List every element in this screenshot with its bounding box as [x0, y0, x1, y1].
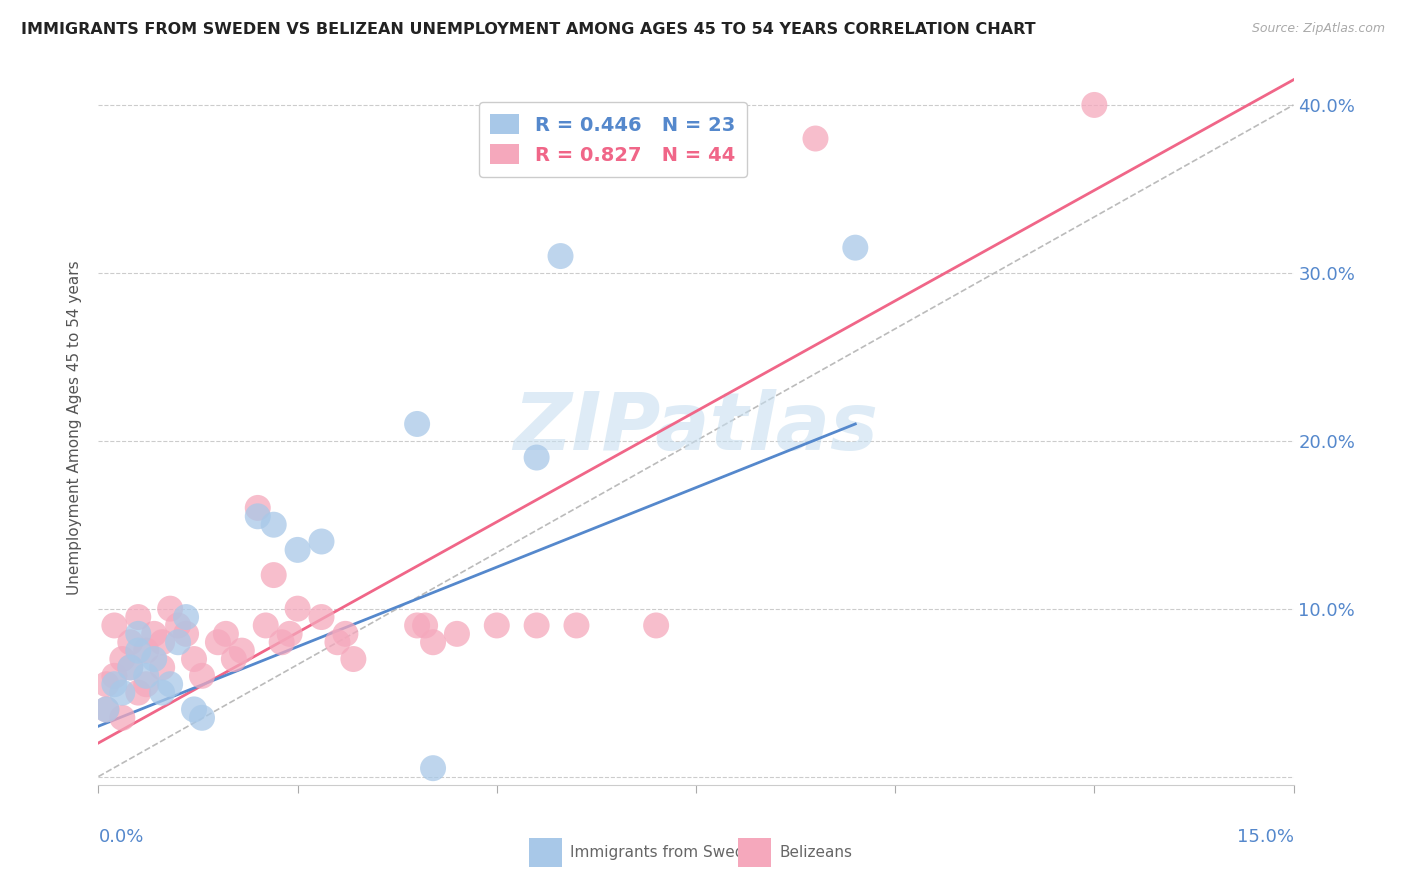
- Point: [844, 241, 866, 255]
- Point: [111, 652, 134, 666]
- Point: [311, 610, 333, 624]
- Point: [135, 669, 157, 683]
- Point: [103, 618, 125, 632]
- Point: [335, 627, 357, 641]
- Text: 0.0%: 0.0%: [98, 828, 143, 846]
- Point: [326, 635, 349, 649]
- Point: [96, 677, 118, 691]
- Point: [550, 249, 572, 263]
- Text: 15.0%: 15.0%: [1236, 828, 1294, 846]
- Point: [120, 660, 142, 674]
- Point: [150, 635, 173, 649]
- Point: [246, 509, 269, 524]
- Point: [342, 652, 364, 666]
- Point: [135, 643, 157, 657]
- Point: [1083, 98, 1105, 112]
- Point: [96, 702, 118, 716]
- Point: [167, 618, 190, 632]
- Y-axis label: Unemployment Among Ages 45 to 54 years: Unemployment Among Ages 45 to 54 years: [66, 260, 82, 596]
- Point: [413, 618, 436, 632]
- Point: [526, 450, 548, 465]
- Legend: R = 0.446   N = 23, R = 0.827   N = 44: R = 0.446 N = 23, R = 0.827 N = 44: [478, 103, 747, 177]
- Point: [143, 627, 166, 641]
- Point: [526, 618, 548, 632]
- FancyBboxPatch shape: [738, 838, 772, 867]
- Point: [406, 618, 429, 632]
- Point: [103, 669, 125, 683]
- Point: [174, 627, 197, 641]
- Point: [143, 652, 166, 666]
- Point: [645, 618, 668, 632]
- Point: [111, 685, 134, 699]
- Point: [485, 618, 508, 632]
- Point: [127, 685, 149, 699]
- Point: [127, 610, 149, 624]
- Text: IMMIGRANTS FROM SWEDEN VS BELIZEAN UNEMPLOYMENT AMONG AGES 45 TO 54 YEARS CORREL: IMMIGRANTS FROM SWEDEN VS BELIZEAN UNEMP…: [21, 22, 1036, 37]
- Point: [263, 568, 285, 582]
- Point: [422, 635, 444, 649]
- Point: [167, 635, 190, 649]
- Point: [127, 643, 149, 657]
- FancyBboxPatch shape: [529, 838, 562, 867]
- Point: [270, 635, 292, 649]
- Point: [159, 677, 181, 691]
- Point: [422, 761, 444, 775]
- Point: [120, 660, 142, 674]
- Point: [222, 652, 245, 666]
- Point: [120, 635, 142, 649]
- Point: [278, 627, 301, 641]
- Point: [150, 660, 173, 674]
- Point: [183, 652, 205, 666]
- Point: [207, 635, 229, 649]
- Point: [174, 610, 197, 624]
- Point: [406, 417, 429, 431]
- Point: [446, 627, 468, 641]
- Point: [135, 677, 157, 691]
- Point: [215, 627, 238, 641]
- Point: [183, 702, 205, 716]
- Point: [150, 685, 173, 699]
- Point: [254, 618, 277, 632]
- Point: [565, 618, 588, 632]
- Point: [287, 542, 309, 557]
- Point: [231, 643, 253, 657]
- Point: [96, 702, 118, 716]
- Point: [103, 677, 125, 691]
- Point: [804, 131, 827, 145]
- Point: [311, 534, 333, 549]
- Text: ZIPatlas: ZIPatlas: [513, 389, 879, 467]
- Text: Belizeans: Belizeans: [779, 846, 852, 860]
- Text: Immigrants from Sweden: Immigrants from Sweden: [571, 846, 763, 860]
- Point: [191, 669, 214, 683]
- Point: [191, 711, 214, 725]
- Point: [159, 601, 181, 615]
- Point: [127, 627, 149, 641]
- Point: [287, 601, 309, 615]
- Text: Source: ZipAtlas.com: Source: ZipAtlas.com: [1251, 22, 1385, 36]
- Point: [111, 711, 134, 725]
- Point: [263, 517, 285, 532]
- Point: [246, 500, 269, 515]
